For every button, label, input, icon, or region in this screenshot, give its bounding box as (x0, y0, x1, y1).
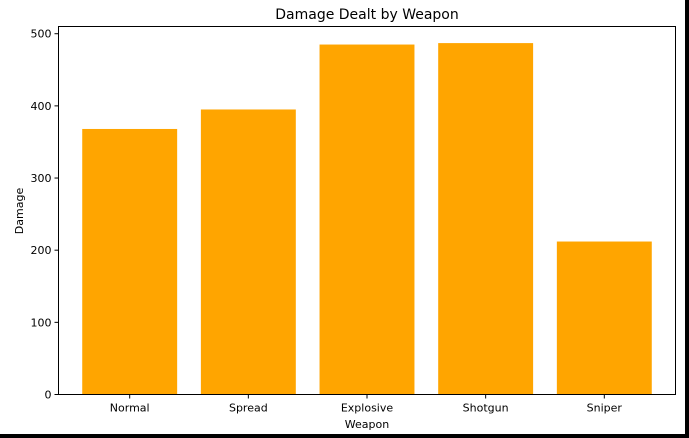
x-tick-label: Normal (110, 402, 150, 415)
x-tick-label: Sniper (587, 402, 623, 415)
bars-group (82, 43, 652, 395)
bar-shotgun (438, 43, 534, 395)
chart-title: Damage Dealt by Weapon (275, 7, 459, 23)
y-tick-label: 0 (45, 389, 52, 402)
y-tick-label: 200 (31, 244, 52, 257)
y-axis-label: Damage (13, 188, 26, 235)
y-tick-label: 300 (31, 172, 52, 185)
bar-normal (82, 128, 178, 395)
y-axis: 0 100 200 300 400 500 (31, 28, 59, 402)
x-tick-label: Explosive (341, 402, 394, 415)
bar-sniper (556, 241, 652, 395)
x-tick-label: Shotgun (463, 402, 509, 415)
y-tick-label: 400 (31, 100, 52, 113)
x-axis: Normal Spread Explosive Shotgun Sniper (110, 394, 623, 415)
y-tick-label: 100 (31, 316, 52, 329)
bar-spread (200, 109, 296, 395)
x-axis-label: Weapon (345, 418, 389, 431)
bar-explosive (319, 44, 415, 395)
y-tick-label: 500 (31, 28, 52, 41)
x-tick-label: Spread (229, 402, 268, 415)
